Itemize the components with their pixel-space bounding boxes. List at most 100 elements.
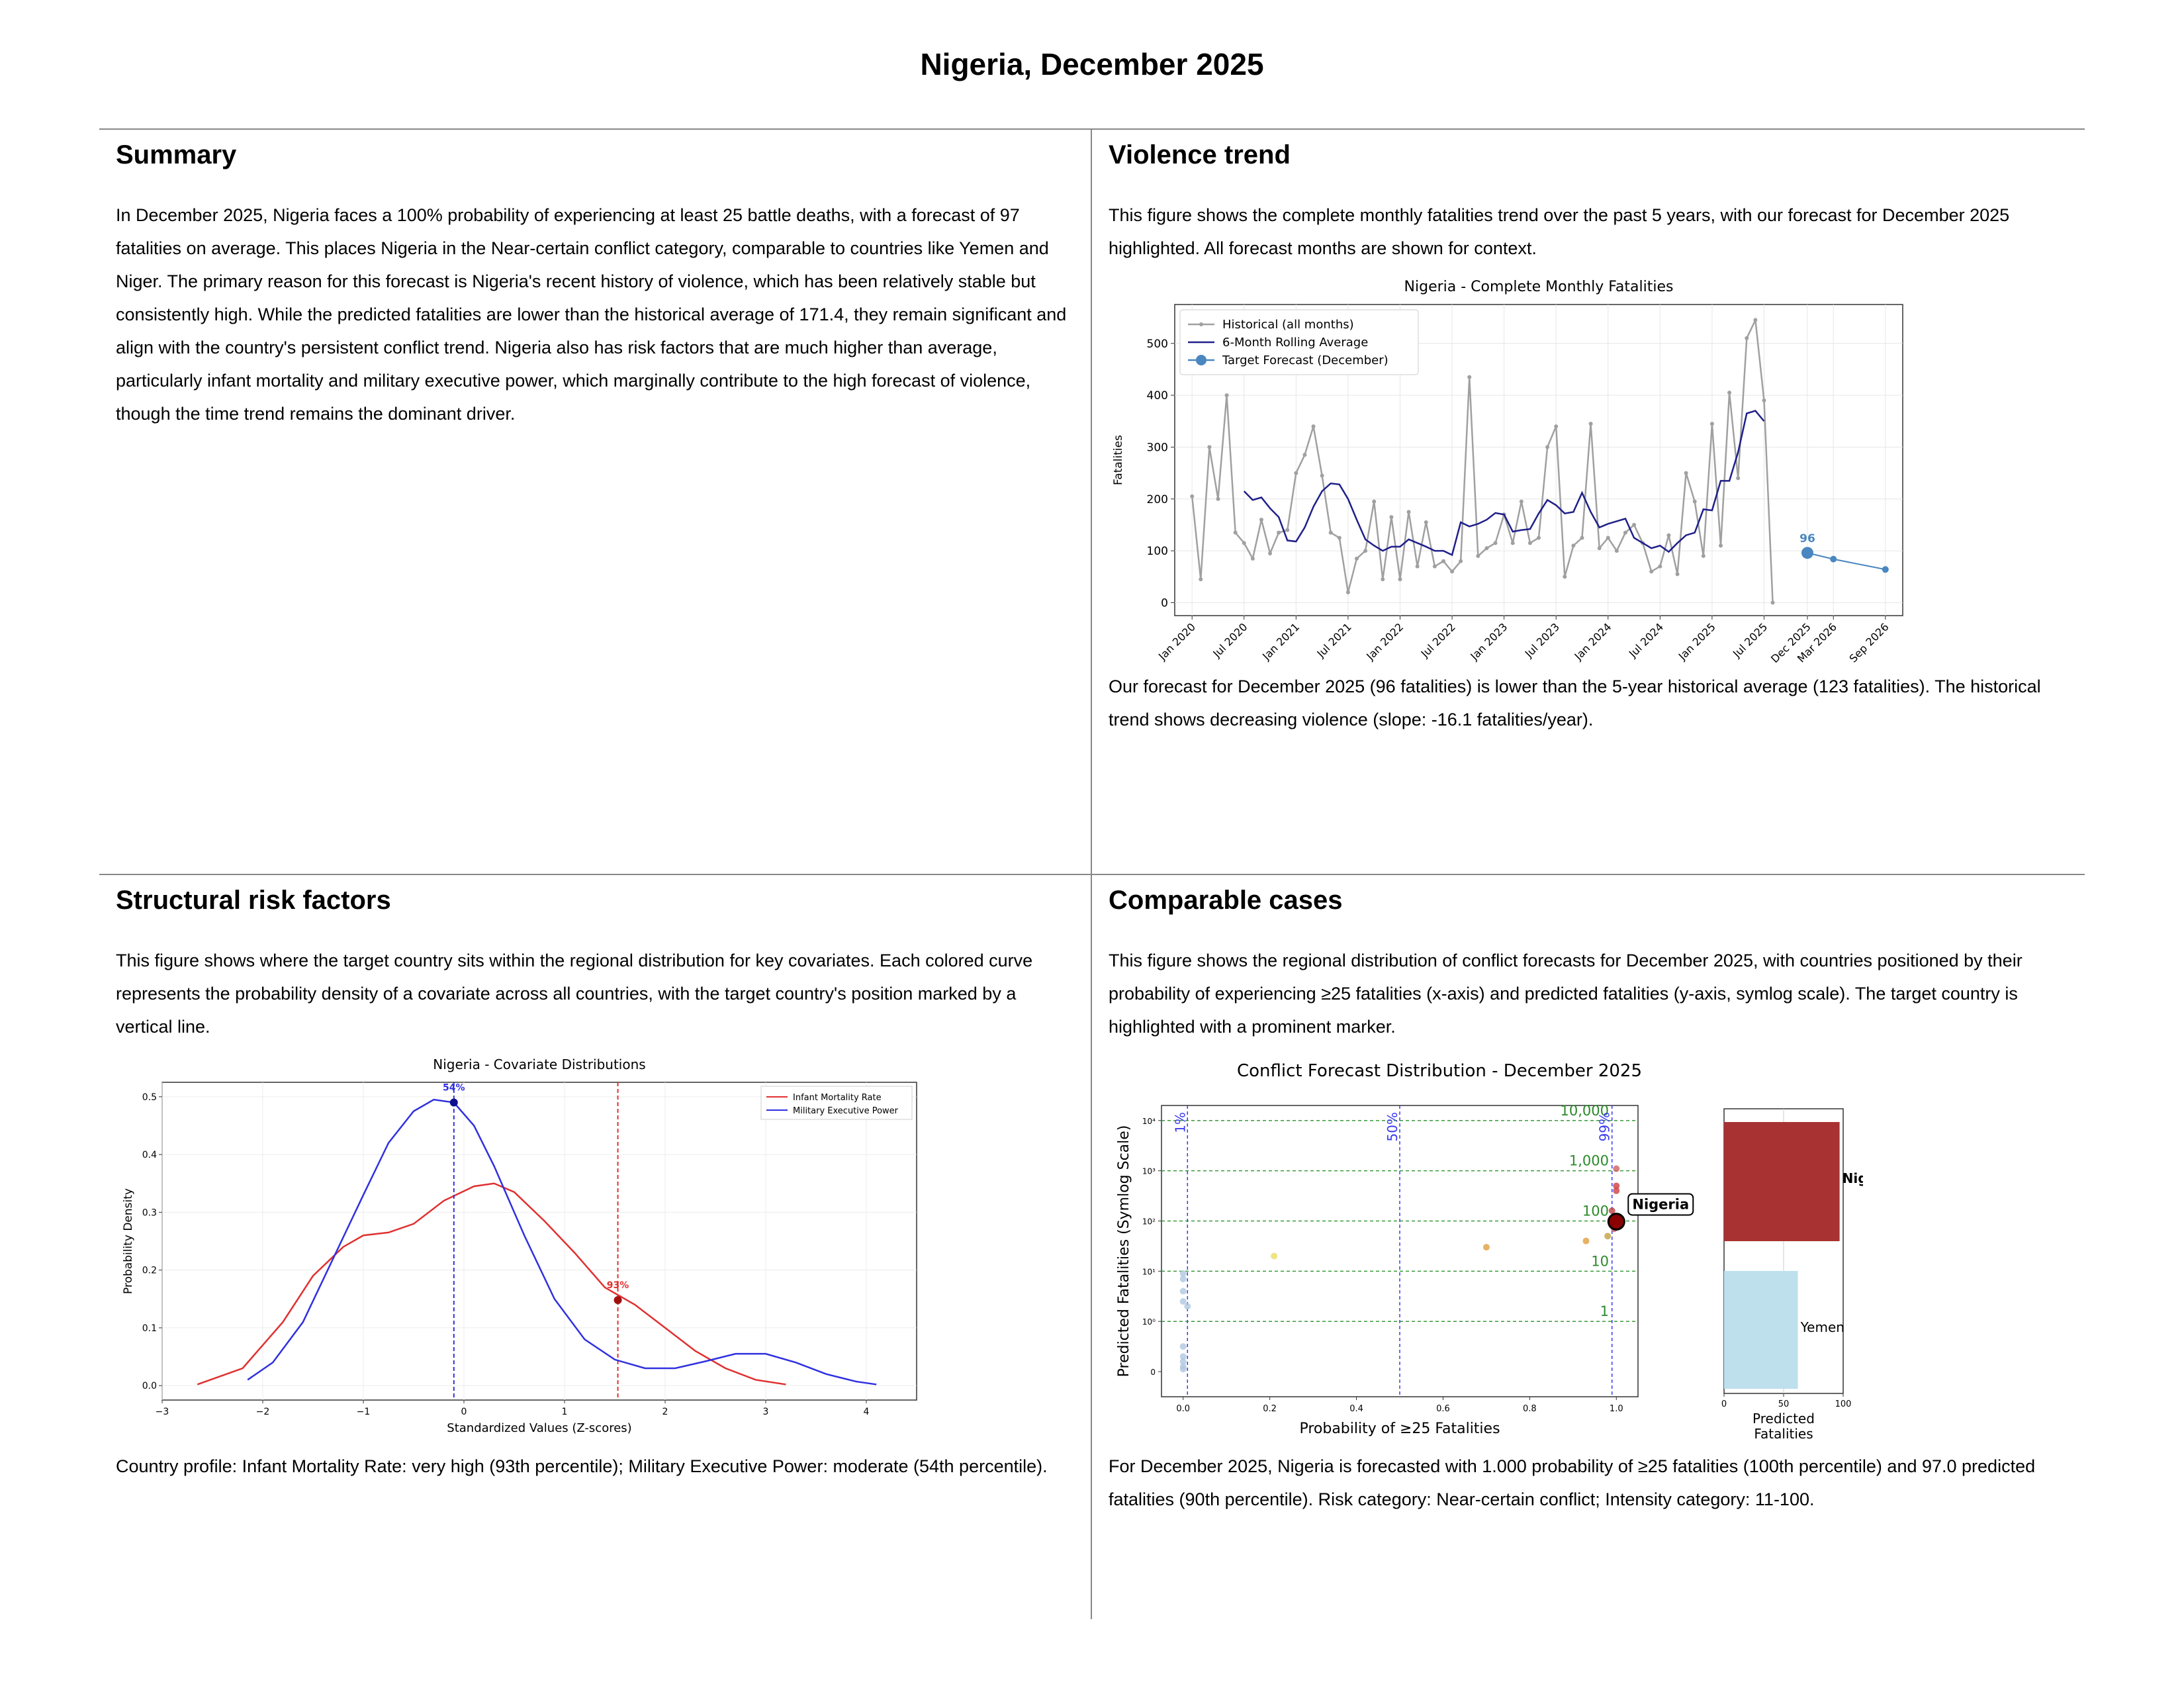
- bar-country-label: Nigeria: [1843, 1170, 1863, 1186]
- y-tick-label: 10²: [1142, 1217, 1156, 1226]
- rolling-average-line: [1243, 410, 1765, 557]
- x-tick-label: Sep 2026: [1846, 620, 1891, 665]
- historical-point: [1649, 569, 1654, 574]
- historical-point: [1441, 559, 1445, 563]
- percentile-label: 54%: [443, 1083, 465, 1094]
- y-tick-label: 0: [1161, 596, 1168, 610]
- trend-chart: Nigeria - Complete Monthly Fatalities Jan…: [1112, 279, 1903, 665]
- legend-box: [1179, 309, 1419, 375]
- historical-point: [1450, 569, 1455, 574]
- historical-point: [1190, 494, 1195, 498]
- probability-threshold-label: 1%: [1172, 1112, 1188, 1133]
- country-point: [1613, 1187, 1620, 1194]
- bar-x-tick-label: 100: [1835, 1399, 1852, 1409]
- fatality-threshold-label: 10: [1591, 1253, 1609, 1269]
- bar-x-tick-label: 50: [1778, 1399, 1790, 1409]
- historical-point: [1571, 543, 1576, 548]
- trend-outro: Our forecast for December 2025 (96 fatal…: [1109, 677, 2041, 729]
- target-country-marker: [1607, 1212, 1625, 1231]
- x-tick-label: Jul 2024: [1626, 620, 1666, 660]
- trend-heading: Violence trend: [1109, 140, 1291, 169]
- y-tick-label: 400: [1147, 389, 1168, 402]
- country-point: [1482, 1244, 1490, 1251]
- country-point: [1179, 1353, 1187, 1360]
- x-tick-label: Jan 2025: [1676, 620, 1718, 663]
- historical-point: [1684, 471, 1688, 475]
- historical-point: [1381, 577, 1385, 582]
- x-tick-label: 2: [662, 1407, 668, 1417]
- structural-outro: Country profile: Infant Mortality Rate: …: [116, 1456, 1048, 1476]
- historical-line: [1191, 316, 1774, 603]
- x-tick-label: 0.4: [1349, 1404, 1363, 1414]
- historical-point: [1320, 473, 1324, 478]
- x-tick-label: 0.2: [1263, 1404, 1277, 1414]
- y-tick-label: 10⁴: [1142, 1117, 1156, 1126]
- covariate-chart: Nigeria - Covariate Distributions −3 −2 −1 0…: [122, 1056, 917, 1435]
- divider-vertical: [1091, 128, 1092, 1619]
- density-curve: [247, 1098, 877, 1385]
- x-tick-label: Jan 2022: [1363, 620, 1406, 663]
- historical-point: [1363, 549, 1368, 553]
- historical-point: [1372, 499, 1377, 504]
- historical-point: [1199, 577, 1203, 582]
- historical-point: [1632, 522, 1637, 527]
- historical-point: [1337, 536, 1342, 540]
- legend-marker: [1196, 355, 1206, 365]
- historical-point: [1762, 398, 1766, 402]
- historical-point: [1545, 445, 1550, 449]
- x-tick-label: Jul 2020: [1210, 620, 1250, 660]
- chart-title: Nigeria - Complete Monthly Fatalities: [1404, 279, 1674, 295]
- y-tick-label: 0.1: [142, 1323, 157, 1334]
- historical-point: [1285, 528, 1290, 532]
- y-tick-label: 100: [1147, 545, 1168, 558]
- country-point: [1608, 1207, 1615, 1214]
- target-country-label: Nigeria: [1632, 1196, 1689, 1212]
- historical-point: [1294, 471, 1298, 475]
- x-tick-label: Jul 2023: [1522, 620, 1562, 660]
- historical-point: [1727, 391, 1732, 395]
- country-point: [1179, 1288, 1187, 1295]
- historical-point: [1476, 553, 1480, 558]
- historical-point: [1753, 318, 1758, 322]
- x-tick-label: −3: [156, 1407, 169, 1417]
- x-tick-label: −2: [256, 1407, 270, 1417]
- country-point: [1613, 1165, 1620, 1172]
- legend-label: Military Executive Power: [793, 1106, 899, 1116]
- y-tick-label: 0.2: [142, 1266, 157, 1276]
- fatality-threshold-label: 100: [1582, 1203, 1609, 1219]
- historical-point: [1719, 543, 1723, 548]
- country-point: [1179, 1276, 1187, 1283]
- summary-heading: Summary: [116, 140, 237, 169]
- country-point: [1179, 1298, 1187, 1305]
- historical-point: [1268, 551, 1273, 555]
- bar-country-label: Yemen: [1800, 1319, 1844, 1335]
- historical-point: [1207, 445, 1212, 449]
- historical-point: [1250, 556, 1255, 561]
- legend-box: [760, 1086, 913, 1120]
- country-point: [1604, 1233, 1612, 1240]
- percentile-label: 93%: [607, 1280, 629, 1291]
- x-tick-label: 0.0: [1176, 1404, 1190, 1414]
- y-tick-label: 0.0: [142, 1381, 157, 1391]
- legend-label: 6-Month Rolling Average: [1222, 336, 1368, 350]
- x-axis-label: Probability of ≥25 Fatalities: [1299, 1421, 1500, 1437]
- structural-intro: This figure shows where the target count…: [116, 951, 1033, 1037]
- fatality-threshold-label: 10,000: [1561, 1103, 1609, 1119]
- historical-point: [1355, 556, 1359, 561]
- historical-point: [1736, 476, 1741, 481]
- historical-point: [1666, 533, 1671, 538]
- probability-threshold-label: 50%: [1385, 1112, 1400, 1141]
- historical-point: [1242, 541, 1246, 545]
- country-point: [1179, 1343, 1187, 1350]
- target-country-label-box: [1627, 1193, 1694, 1216]
- divider-middle: [99, 874, 2085, 875]
- historical-point: [1709, 422, 1714, 426]
- x-tick-label: 1.0: [1610, 1404, 1623, 1414]
- forecast-point: [1801, 547, 1813, 559]
- historical-point: [1259, 518, 1263, 522]
- historical-point: [1467, 375, 1472, 379]
- historical-point: [1692, 499, 1697, 504]
- historical-point: [1493, 541, 1498, 545]
- legend-label: Target Forecast (December): [1222, 353, 1388, 367]
- plot-frame: [161, 1082, 917, 1401]
